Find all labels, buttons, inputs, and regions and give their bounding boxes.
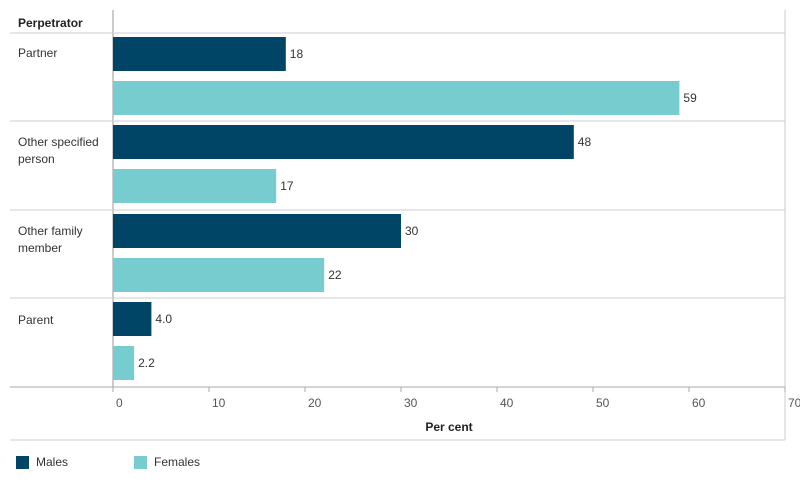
- data-label-females-3: 22: [328, 268, 342, 282]
- data-label-males-1: 18: [290, 47, 304, 61]
- category-label-other-family-member: Other family member: [18, 224, 83, 255]
- data-label-females-1: 59: [683, 91, 697, 105]
- legend-item-females[interactable]: Females: [134, 455, 200, 469]
- legend-label-males: Males: [36, 455, 69, 469]
- data-label-males-4: 4.0: [155, 312, 172, 326]
- bar-males-1: [113, 37, 286, 71]
- x-tick-label-0: 0: [116, 396, 123, 410]
- bar-females-1: [113, 81, 680, 115]
- x-tick-label-40: 40: [500, 396, 514, 410]
- legend-swatch-males: [16, 455, 29, 469]
- x-tick-label-30: 30: [404, 396, 418, 410]
- x-tick-label-10: 10: [212, 396, 226, 410]
- row-header: Perpetrator: [18, 16, 83, 30]
- bar-females-2: [113, 169, 277, 203]
- data-label-females-4: 2.2: [138, 356, 155, 370]
- data-label-females-2: 17: [280, 179, 294, 193]
- x-axis-title: Per cent: [425, 420, 472, 434]
- bar-males-3: [113, 214, 401, 248]
- bar-males-4: [113, 302, 152, 336]
- x-tick-label-20: 20: [308, 396, 322, 410]
- data-label-males-2: 48: [578, 135, 592, 149]
- x-tick-label-70: 70: [788, 396, 800, 410]
- bar-males-2: [113, 125, 574, 159]
- category-label-partner: Partner: [18, 46, 58, 60]
- bar-females-4: [113, 346, 135, 380]
- x-tick-label-50: 50: [596, 396, 610, 410]
- category-label-parent: Parent: [18, 313, 54, 327]
- legend-label-females: Females: [154, 455, 201, 469]
- bar-females-3: [113, 258, 325, 292]
- category-label-other-specified-person: Other specified person: [18, 135, 99, 166]
- legend-item-males[interactable]: Males: [16, 455, 68, 469]
- x-tick-label-60: 60: [692, 396, 706, 410]
- legend-swatch-females: [134, 455, 147, 469]
- data-label-males-3: 30: [405, 224, 419, 238]
